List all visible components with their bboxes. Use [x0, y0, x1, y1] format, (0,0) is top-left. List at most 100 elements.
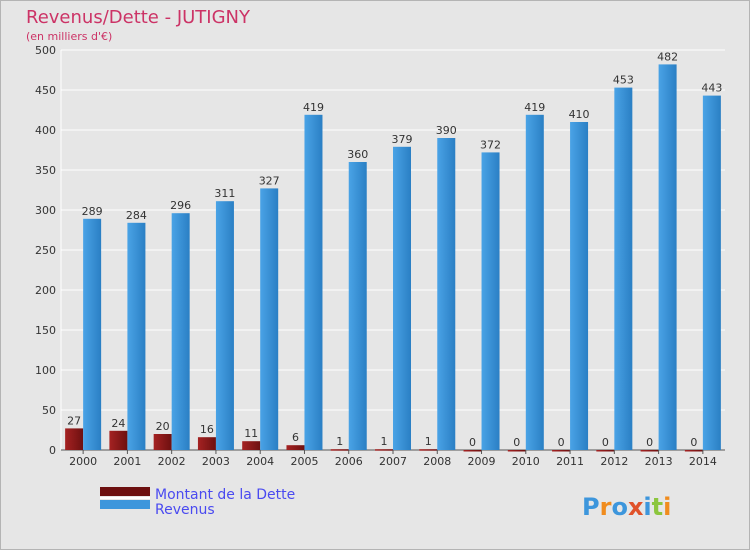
value-label-dette-2012: 0 — [602, 436, 609, 449]
x-tick-label-2013: 2013 — [645, 455, 673, 468]
legend-swatch-separator — [100, 497, 150, 499]
logo-text: Proxiti — [582, 493, 671, 521]
value-label-revenus-2007: 379 — [392, 133, 413, 146]
bar-revenus-2008 — [437, 138, 456, 450]
bar-revenus-2005 — [304, 114, 323, 451]
x-tick-label-2009: 2009 — [468, 455, 496, 468]
value-label-revenus-2012: 453 — [613, 74, 634, 87]
x-tick-label-2006: 2006 — [335, 455, 363, 468]
x-tick-label-2012: 2012 — [600, 455, 628, 468]
value-label-revenus-2002: 296 — [170, 199, 191, 212]
value-label-dette-2006: 1 — [336, 435, 343, 448]
bar-revenus-2003 — [215, 201, 234, 450]
bar-dette-2005 — [286, 445, 305, 450]
bar-dette-2003 — [197, 437, 216, 450]
bar-dette-2004 — [242, 441, 261, 450]
bar-dette-2009 — [463, 450, 482, 452]
x-tick-label-2014: 2014 — [689, 455, 717, 468]
value-label-revenus-2000: 289 — [82, 205, 103, 218]
value-label-dette-2009: 0 — [469, 436, 476, 449]
proxiti-logo: Proxiti — [582, 493, 671, 521]
value-label-revenus-2003: 311 — [214, 187, 235, 200]
value-label-revenus-2010: 419 — [524, 101, 545, 114]
x-tick-label-2000: 2000 — [69, 455, 97, 468]
bar-dette-2012 — [596, 450, 615, 452]
bar-dette-2010 — [507, 450, 526, 452]
bar-revenus-2001 — [127, 222, 146, 450]
x-tick-label-2011: 2011 — [556, 455, 584, 468]
x-tick-label-2003: 2003 — [202, 455, 230, 468]
x-tick-label-2004: 2004 — [246, 455, 274, 468]
y-tick-label: 400 — [35, 124, 56, 137]
value-label-revenus-2005: 419 — [303, 101, 324, 114]
bar-revenus-2009 — [481, 152, 500, 450]
value-label-revenus-2013: 482 — [657, 50, 678, 63]
legend-label-revenus: Revenus — [155, 502, 215, 518]
bar-revenus-2010 — [525, 114, 544, 451]
x-tick-label-2005: 2005 — [290, 455, 318, 468]
y-tick-label: 300 — [35, 204, 56, 217]
bar-dette-2014 — [684, 450, 703, 452]
bars — [65, 64, 721, 452]
x-tick-label-2010: 2010 — [512, 455, 540, 468]
value-label-dette-2007: 1 — [381, 435, 388, 448]
bar-revenus-2004 — [260, 188, 279, 450]
value-label-dette-2005: 6 — [292, 431, 299, 444]
value-label-dette-2008: 1 — [425, 435, 432, 448]
value-label-revenus-2008: 390 — [436, 124, 457, 137]
value-label-revenus-2011: 410 — [569, 108, 590, 121]
x-axis-ticks: 2000 2001 2002 2003 2004 2005 2006 2007 2008 2009… — [69, 450, 717, 468]
legend: Montant de la Dette Revenus — [100, 487, 295, 518]
bar-dette-2000 — [65, 428, 84, 450]
y-tick-label: 250 — [35, 244, 56, 257]
bar-revenus-2014 — [702, 95, 721, 450]
bar-dette-2001 — [109, 430, 128, 450]
value-label-revenus-2014: 443 — [701, 82, 722, 95]
chart-subtitle: (en milliers d'€) — [26, 30, 112, 43]
y-tick-label: 350 — [35, 164, 56, 177]
value-label-dette-2003: 16 — [200, 423, 214, 436]
y-tick-label: 150 — [35, 324, 56, 337]
bar-dette-2007 — [375, 449, 393, 451]
value-label-dette-2001: 24 — [111, 417, 125, 430]
y-axis-ticks: 0 50 100 150 200 250 300 350 400 450 500 — [35, 44, 56, 457]
value-label-dette-2011: 0 — [558, 436, 565, 449]
bar-dette-2006 — [330, 449, 349, 451]
x-tick-label-2002: 2002 — [158, 455, 186, 468]
bar-revenus-2006 — [348, 162, 367, 450]
legend-label-dette: Montant de la Dette — [155, 487, 295, 503]
legend-swatch-revenus — [100, 500, 150, 509]
bar-revenus-2013 — [658, 64, 677, 451]
value-label-dette-2010: 0 — [513, 436, 520, 449]
value-label-revenus-2009: 372 — [480, 138, 501, 151]
value-label-revenus-2006: 360 — [347, 148, 368, 161]
y-tick-label: 100 — [35, 364, 56, 377]
value-label-revenus-2001: 284 — [126, 209, 147, 222]
value-label-dette-2002: 20 — [156, 420, 170, 433]
bar-dette-2011 — [552, 450, 571, 452]
x-tick-label-2007: 2007 — [379, 455, 407, 468]
value-label-dette-2013: 0 — [646, 436, 653, 449]
y-tick-label: 500 — [35, 44, 56, 57]
y-tick-label: 0 — [49, 444, 56, 457]
value-label-dette-2000: 27 — [67, 414, 81, 427]
value-label-revenus-2004: 327 — [259, 174, 280, 187]
x-tick-label-2001: 2001 — [113, 455, 141, 468]
y-tick-label: 450 — [35, 84, 56, 97]
bar-dette-2008 — [419, 449, 438, 451]
chart-title: Revenus/Dette - JUTIGNY — [26, 7, 251, 28]
bar-dette-2013 — [640, 450, 659, 452]
value-label-dette-2014: 0 — [690, 436, 697, 449]
bar-revenus-2012 — [614, 87, 633, 450]
bar-revenus-2007 — [393, 146, 411, 451]
bar-revenus-2000 — [83, 218, 102, 450]
value-label-dette-2004: 11 — [244, 427, 258, 440]
value-labels: 27 289 24 284 20 296 16 311 11 327 6 419 1 360 1 379 1 39… — [67, 50, 722, 449]
bar-dette-2002 — [153, 434, 172, 450]
bar-revenus-2011 — [570, 122, 589, 450]
y-tick-label: 50 — [42, 404, 56, 417]
y-tick-label: 200 — [35, 284, 56, 297]
x-tick-label-2008: 2008 — [423, 455, 451, 468]
bar-revenus-2002 — [171, 213, 190, 450]
